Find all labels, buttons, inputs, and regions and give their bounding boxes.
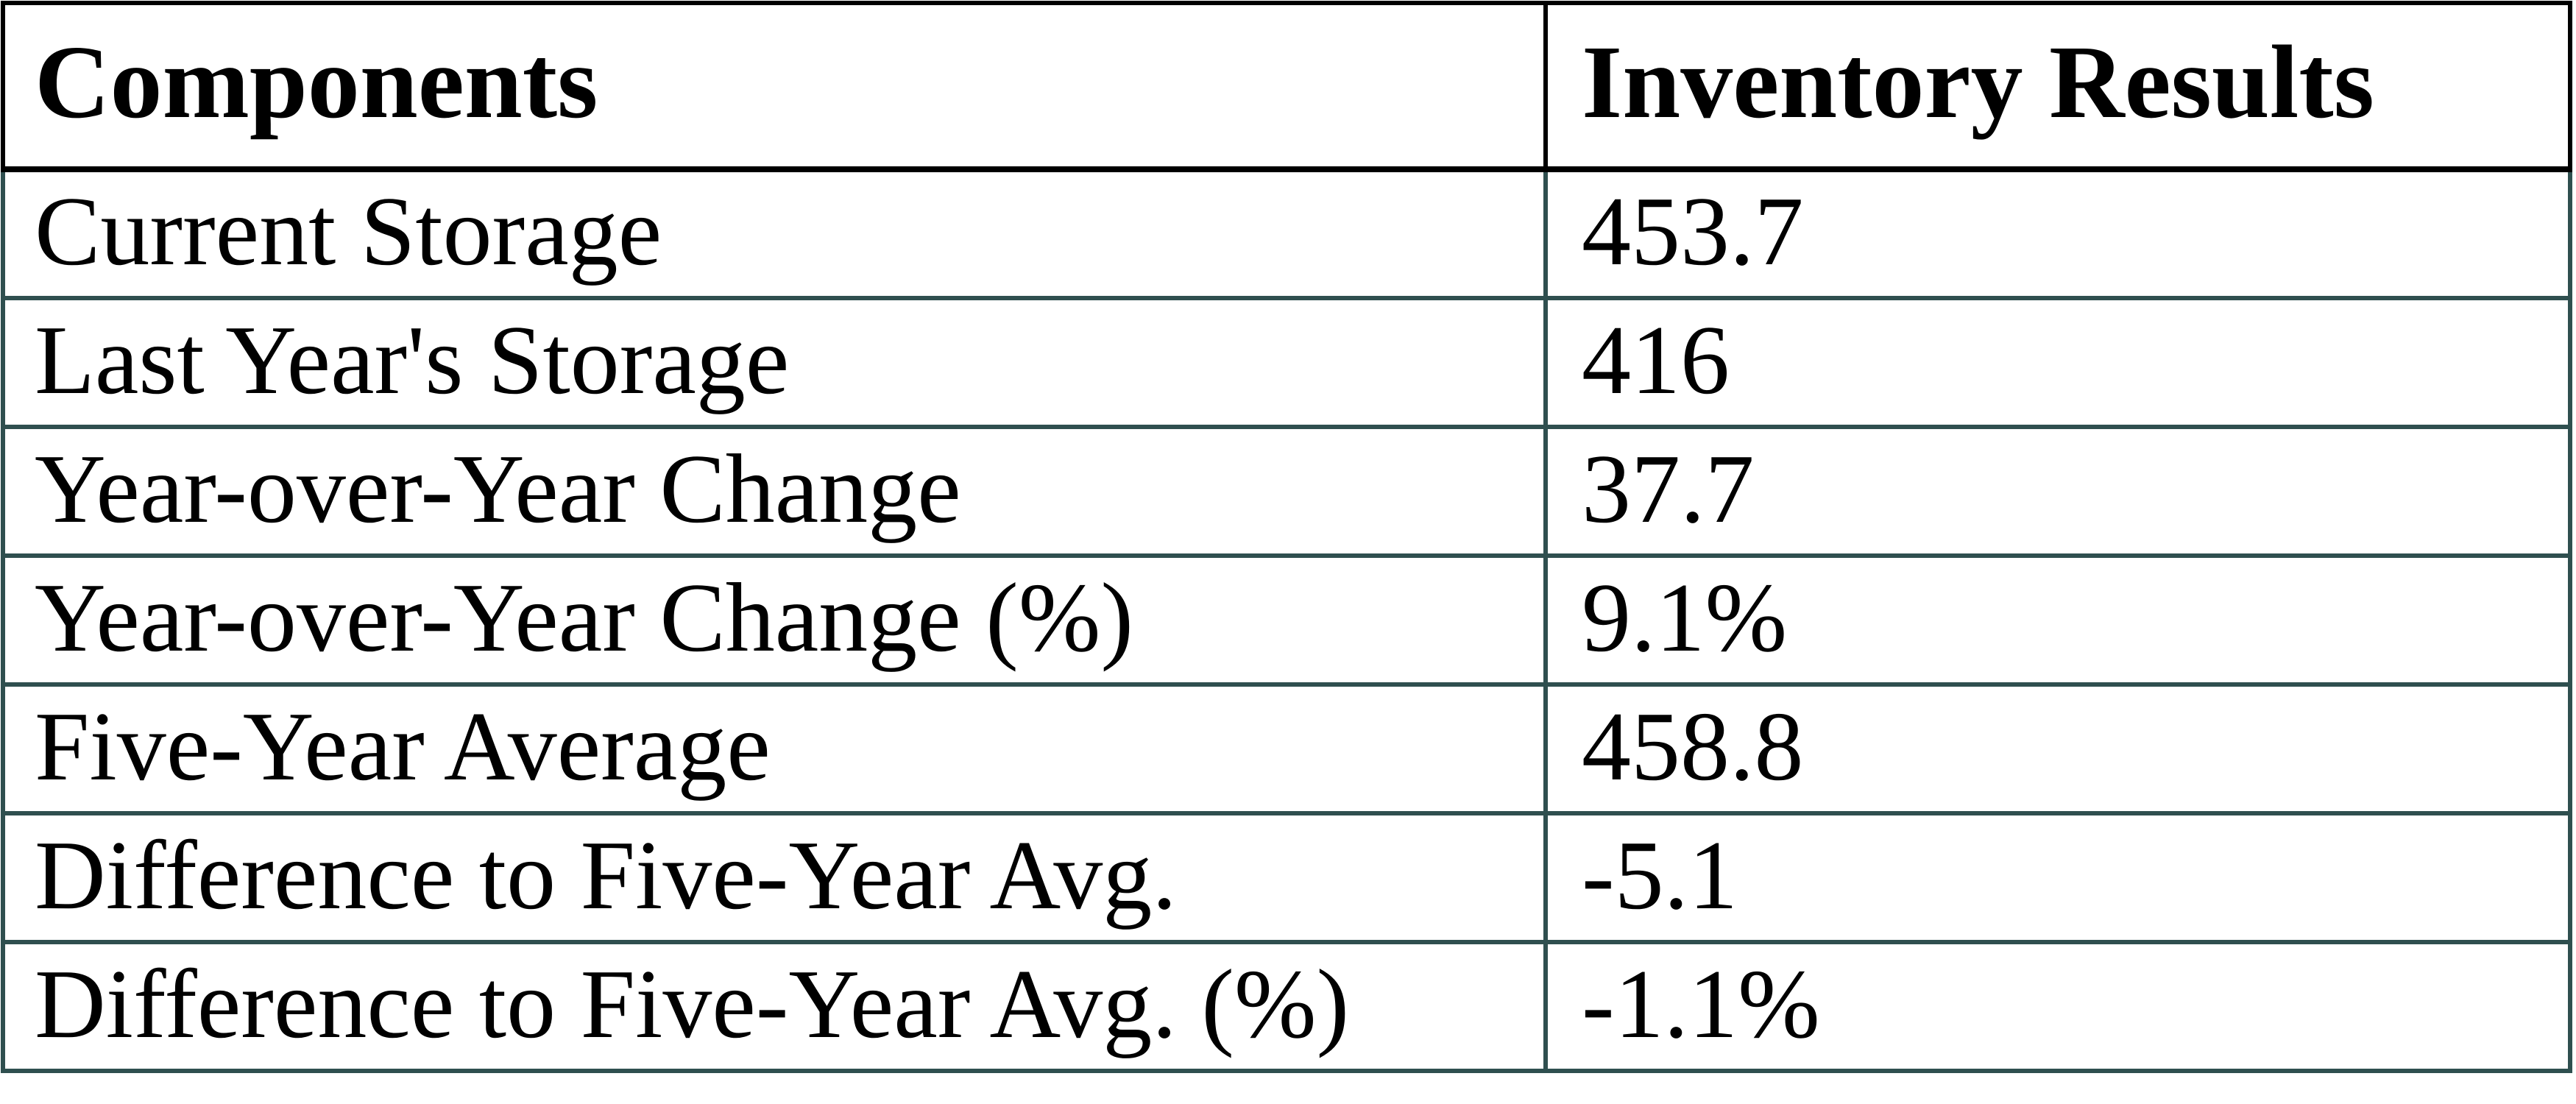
row-label: Difference to Five-Year Avg. (%) <box>1 940 1548 1073</box>
table-row-five-year-average: Five-Year Average 458.8 <box>1 682 2572 815</box>
row-value: 458.8 <box>1543 682 2572 815</box>
row-label: Year-over-Year Change (%) <box>1 553 1548 687</box>
row-label: Last Year's Storage <box>1 296 1548 429</box>
column-header-inventory-results: Inventory Results <box>1543 1 2572 172</box>
row-value: 416 <box>1543 296 2572 429</box>
row-value: 453.7 <box>1543 167 2572 300</box>
row-label: Year-over-Year Change <box>1 425 1548 558</box>
table-row-yoy-change-percent: Year-over-Year Change (%) 9.1% <box>1 553 2572 687</box>
header-row: Components Inventory Results <box>1 1 2572 172</box>
row-label: Five-Year Average <box>1 682 1548 815</box>
row-label: Current Storage <box>1 167 1548 300</box>
row-value: -1.1% <box>1543 940 2572 1073</box>
table-row-current-storage: Current Storage 453.7 <box>1 167 2572 300</box>
table-row-yoy-change: Year-over-Year Change 37.7 <box>1 425 2572 558</box>
table-row-diff-five-year-avg: Difference to Five-Year Avg. -5.1 <box>1 811 2572 944</box>
row-value: -5.1 <box>1543 811 2572 944</box>
column-header-components: Components <box>1 1 1548 172</box>
row-value: 37.7 <box>1543 425 2572 558</box>
row-label: Difference to Five-Year Avg. <box>1 811 1548 944</box>
inventory-results-table: Components Inventory Results Current Sto… <box>1 1 2572 1073</box>
table-row-diff-five-year-avg-percent: Difference to Five-Year Avg. (%) -1.1% <box>1 940 2572 1073</box>
table-row-last-years-storage: Last Year's Storage 416 <box>1 296 2572 429</box>
row-value: 9.1% <box>1543 553 2572 687</box>
